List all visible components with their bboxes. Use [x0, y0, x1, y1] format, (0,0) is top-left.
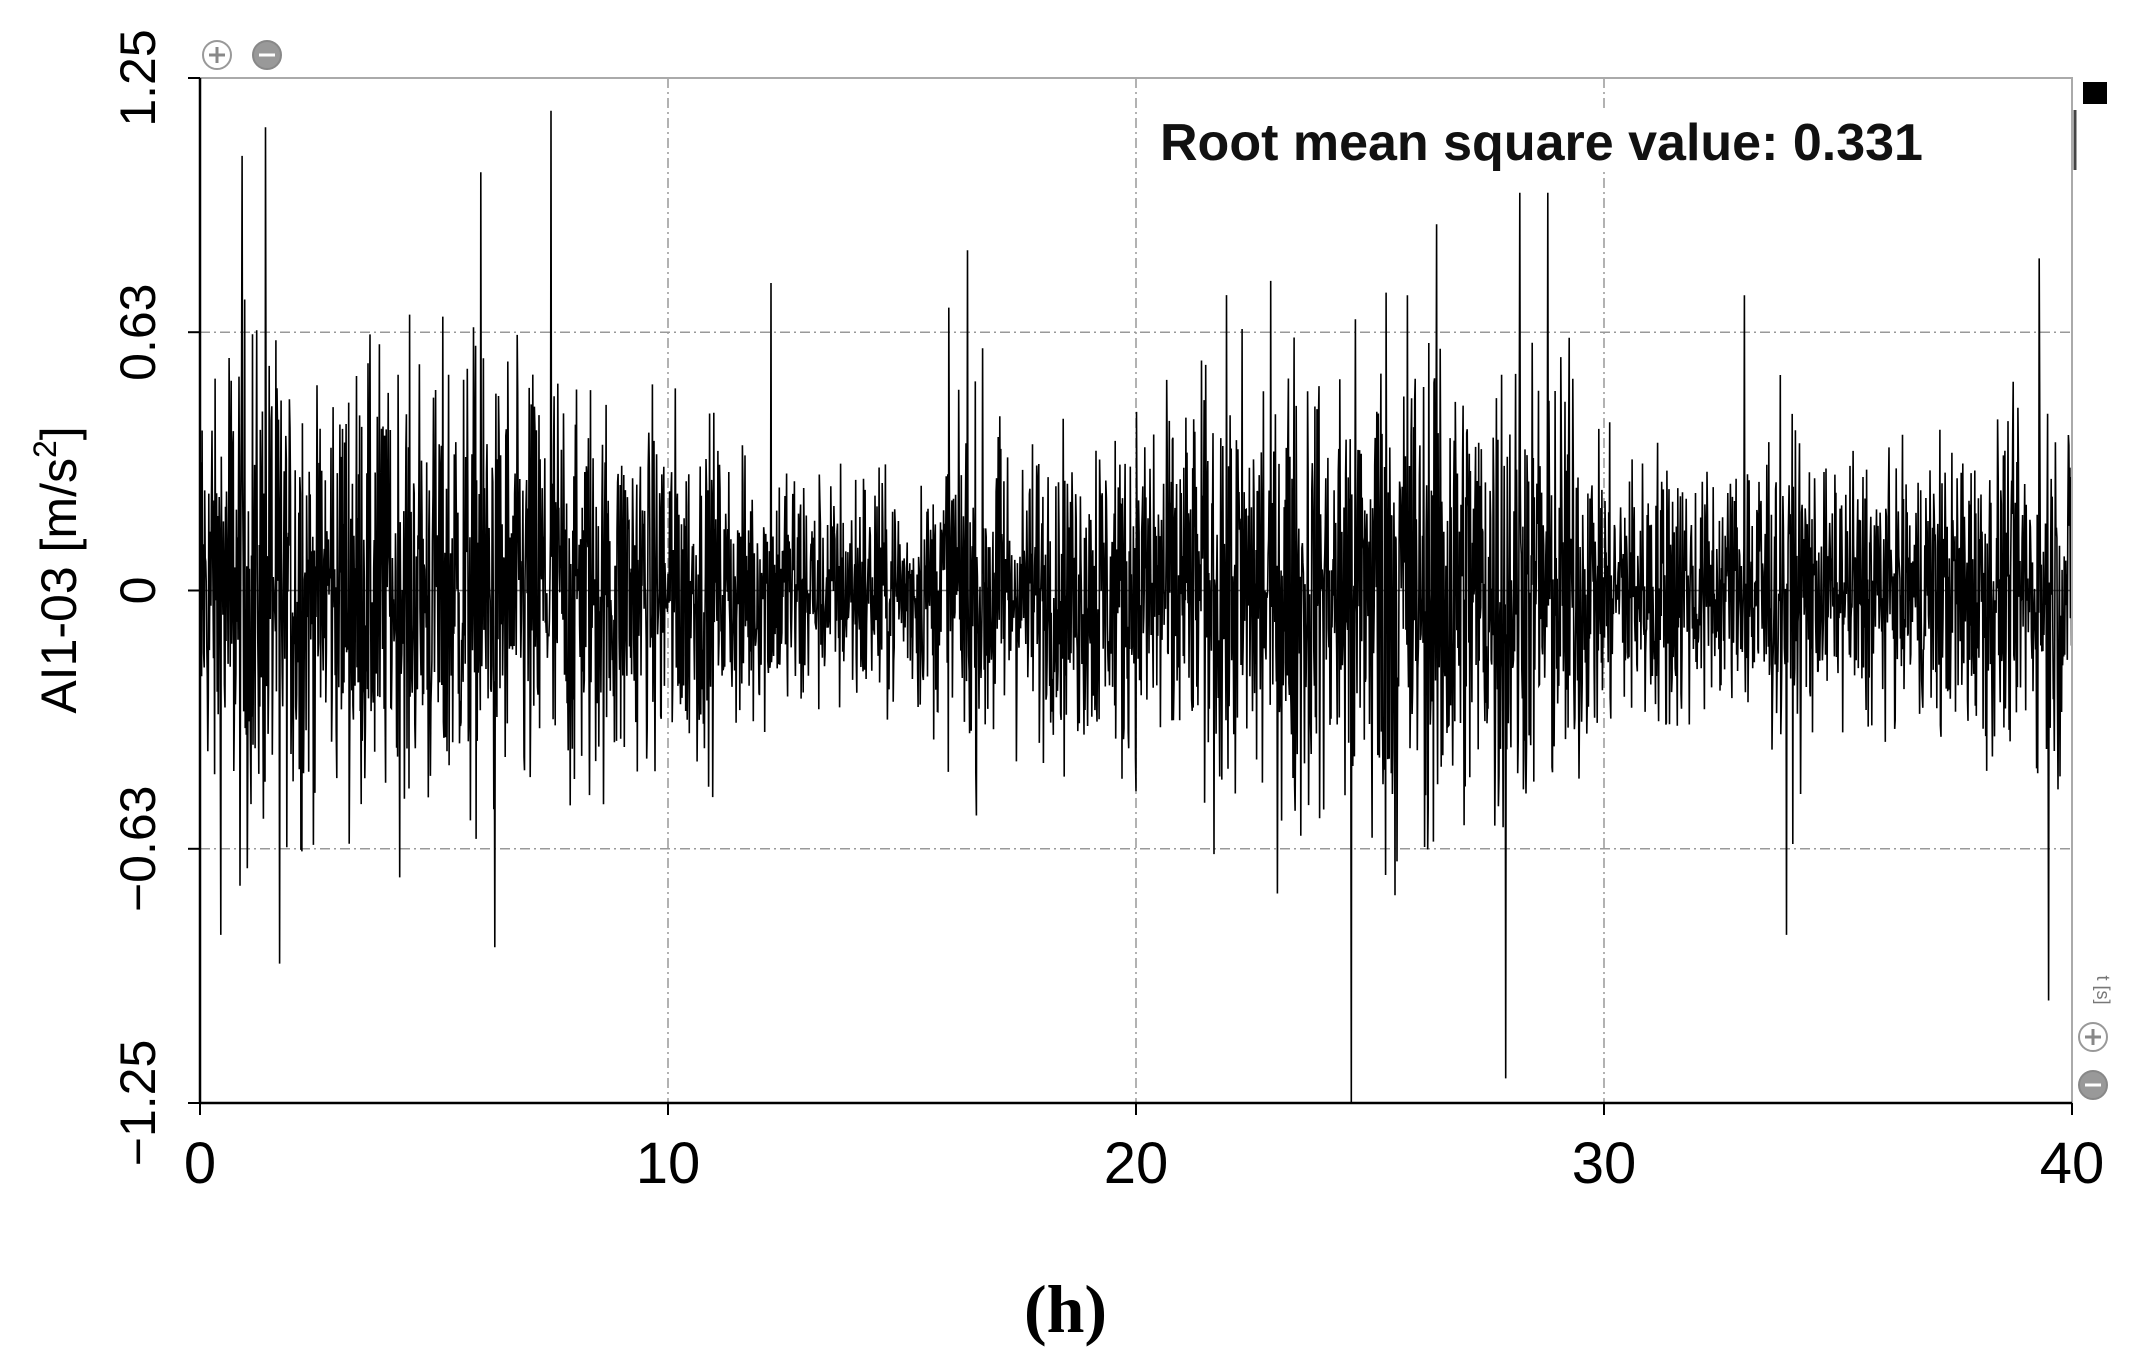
- y-tick-label: 0.63: [110, 284, 166, 381]
- tick-labels: 0 10 20 30 40 −1.25 −0.63 0 0.63 1.25: [110, 29, 2104, 1196]
- x-tick-label: 0: [184, 1131, 216, 1196]
- zoom-out-icon[interactable]: [252, 40, 282, 70]
- x-tick-label: 40: [2040, 1131, 2105, 1196]
- corner-marker: [2083, 82, 2107, 104]
- rms-annotation-bg: [1145, 112, 2070, 172]
- x-tick-label: 10: [636, 1131, 701, 1196]
- zoom-out-icon[interactable]: [2078, 1070, 2108, 1100]
- y-tick-label: −1.25: [110, 1040, 166, 1167]
- zoom-in-icon[interactable]: [2078, 1022, 2108, 1052]
- figure-caption: (h): [1023, 1271, 1108, 1347]
- signal-trace: [199, 110, 2073, 1104]
- x-tick-label: 30: [1572, 1131, 1637, 1196]
- signal-line: [199, 110, 2073, 1104]
- rms-annotation: Root mean square value: 0.331: [1160, 114, 1923, 172]
- y-axis-label: AI1-03 [m/s2]: [27, 426, 87, 713]
- x-tick-label: 20: [1104, 1131, 1169, 1196]
- y-tick-label: 0: [110, 577, 166, 605]
- zoom-in-icon[interactable]: [202, 40, 232, 70]
- y-tick-label: −0.63: [110, 786, 166, 913]
- y-tick-label: 1.25: [110, 29, 166, 126]
- x-unit-label: t [s]: [2093, 975, 2113, 1004]
